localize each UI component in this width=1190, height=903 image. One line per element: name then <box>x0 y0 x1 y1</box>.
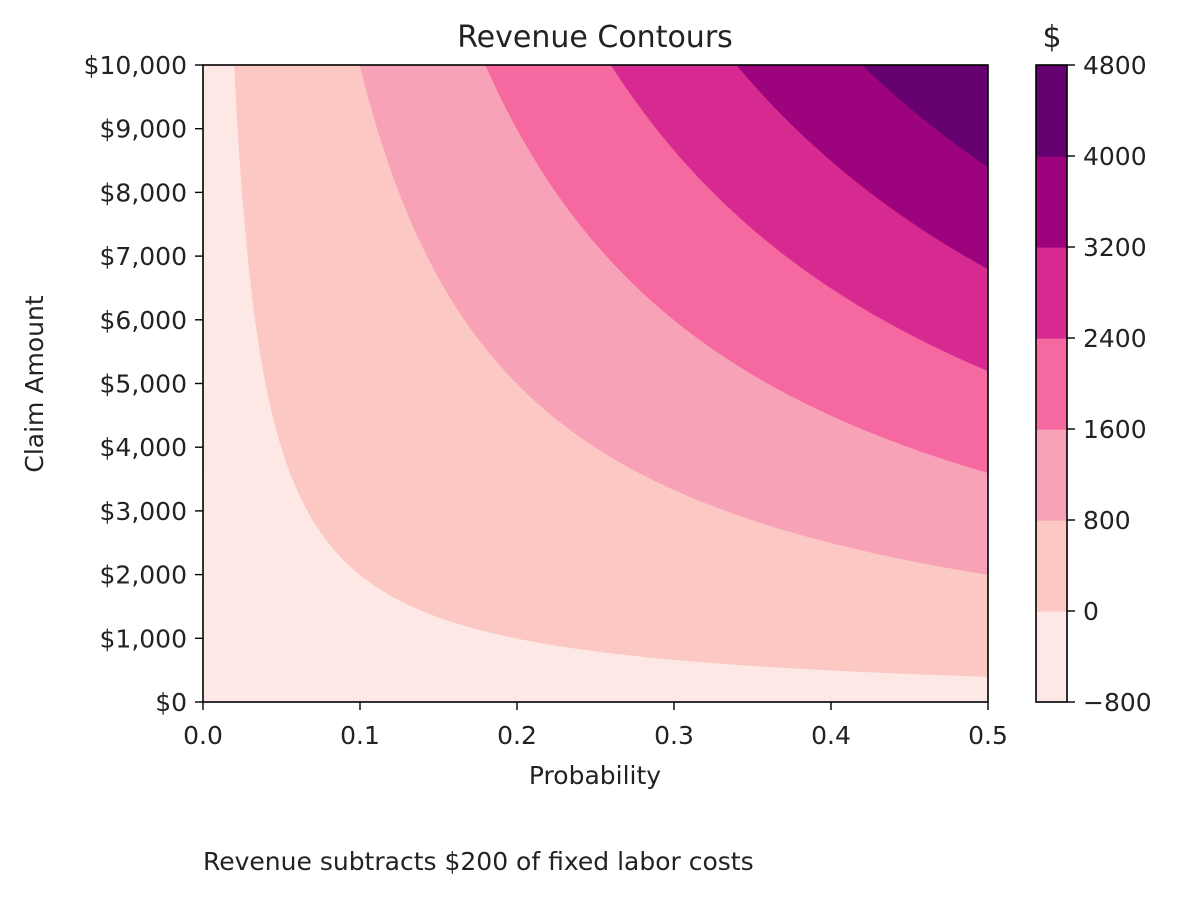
colorbar-segment <box>1036 611 1067 703</box>
y-tick-label: $2,000 <box>100 561 187 590</box>
y-tick-label: $3,000 <box>100 497 187 526</box>
y-tick-label: $1,000 <box>100 624 187 653</box>
colorbar-ticks: −800 0 800 1600 2400 3200 4000 4800 <box>1067 51 1152 717</box>
colorbar-segment <box>1036 338 1067 430</box>
x-tick-label: 0.5 <box>968 721 1008 750</box>
y-tick-label: $4,000 <box>100 433 187 462</box>
y-tick-label: $9,000 <box>100 115 187 144</box>
colorbar-tick-label: 4800 <box>1083 51 1147 80</box>
colorbar-tick-label: 3200 <box>1083 233 1147 262</box>
colorbar-tick-label: 4000 <box>1083 142 1147 171</box>
y-tick-label: $5,000 <box>100 370 187 399</box>
y-tick-label: $0 <box>155 688 187 717</box>
colorbar-label: $ <box>1042 20 1061 55</box>
colorbar-tick-label: 2400 <box>1083 324 1147 353</box>
y-axis-label: Claim Amount <box>20 295 49 472</box>
colorbar-tick-label: 1600 <box>1083 415 1147 444</box>
plot-area <box>202 64 989 703</box>
x-axis-ticks: 0.0 0.1 0.2 0.3 0.4 0.5 <box>183 702 1008 750</box>
x-tick-label: 0.4 <box>811 721 851 750</box>
chart-title: Revenue Contours <box>457 20 733 55</box>
colorbar-segment <box>1036 520 1067 612</box>
y-axis-ticks: $0 $1,000 $2,000 $3,000 $4,000 $5,000 $6,000 $7… <box>84 51 203 717</box>
x-axis-label: Probability <box>529 761 661 790</box>
colorbar-frame <box>1035 64 1068 703</box>
y-tick-label: $7,000 <box>100 242 187 271</box>
y-tick-label: $6,000 <box>100 306 187 335</box>
chart-caption: Revenue subtracts $200 of fixed labor co… <box>203 847 754 876</box>
y-tick-label: $10,000 <box>84 51 187 80</box>
x-tick-label: 0.1 <box>340 721 380 750</box>
x-tick-label: 0.2 <box>497 721 537 750</box>
colorbar-tick-label: 800 <box>1083 506 1131 535</box>
colorbar-segment <box>1036 429 1067 521</box>
y-tick-label: $8,000 <box>100 178 187 207</box>
colorbar-segment <box>1036 247 1067 339</box>
colorbar-segment <box>1036 156 1067 248</box>
colorbar-segment <box>1036 65 1067 157</box>
x-tick-label: 0.3 <box>654 721 694 750</box>
x-tick-label: 0.0 <box>183 721 223 750</box>
colorbar <box>1036 65 1067 703</box>
colorbar-tick-label: −800 <box>1083 688 1152 717</box>
colorbar-tick-label: 0 <box>1083 597 1099 626</box>
